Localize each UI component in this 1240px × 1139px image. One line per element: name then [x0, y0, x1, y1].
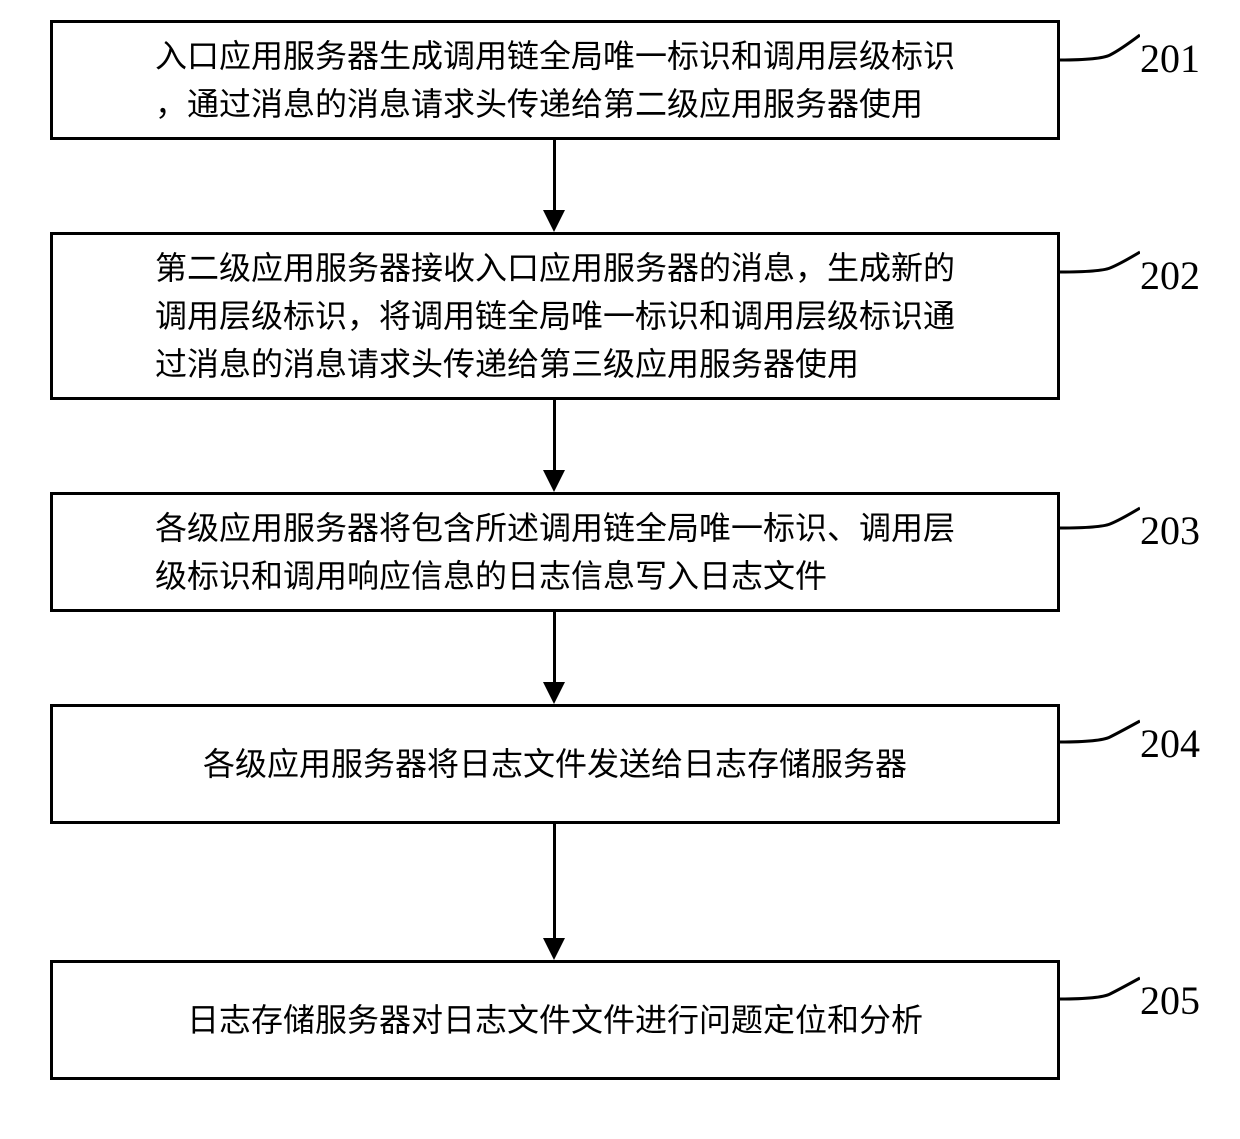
step-box-201: 入口应用服务器生成调用链全局唯一标识和调用层级标识 ，通过消息的消息请求头传递给… [50, 20, 1060, 140]
arrow-line-1 [553, 140, 556, 210]
step-text-201: 入口应用服务器生成调用链全局唯一标识和调用层级标识 ，通过消息的消息请求头传递给… [155, 32, 955, 128]
step-label-201: 201 [1140, 35, 1200, 82]
step-text-205: 日志存储服务器对日志文件文件进行问题定位和分析 [187, 996, 923, 1044]
arrow-head-1 [543, 210, 565, 232]
step-box-203: 各级应用服务器将包含所述调用链全局唯一标识、调用层 级标识和调用响应信息的日志信… [50, 492, 1060, 612]
arrow-head-3 [543, 682, 565, 704]
step-label-204: 204 [1140, 720, 1200, 767]
connector-203 [1060, 498, 1140, 548]
arrow-line-2 [553, 400, 556, 470]
flowchart-canvas: 入口应用服务器生成调用链全局唯一标识和调用层级标识 ，通过消息的消息请求头传递给… [0, 0, 1240, 1139]
connector-205 [1060, 966, 1140, 1021]
arrow-line-3 [553, 612, 556, 682]
step-text-202: 第二级应用服务器接收入口应用服务器的消息，生成新的 调用层级标识，将调用链全局唯… [155, 244, 955, 388]
step-label-205: 205 [1140, 977, 1200, 1024]
step-box-202: 第二级应用服务器接收入口应用服务器的消息，生成新的 调用层级标识，将调用链全局唯… [50, 232, 1060, 400]
step-label-203: 203 [1140, 507, 1200, 554]
step-box-205: 日志存储服务器对日志文件文件进行问题定位和分析 [50, 960, 1060, 1080]
arrow-head-4 [543, 938, 565, 960]
step-text-204: 各级应用服务器将日志文件发送给日志存储服务器 [203, 740, 907, 788]
step-label-202: 202 [1140, 252, 1200, 299]
step-box-204: 各级应用服务器将日志文件发送给日志存储服务器 [50, 704, 1060, 824]
connector-202 [1060, 240, 1140, 290]
arrow-line-4 [553, 824, 556, 938]
connector-201 [1060, 20, 1140, 80]
arrow-head-2 [543, 470, 565, 492]
step-text-203: 各级应用服务器将包含所述调用链全局唯一标识、调用层 级标识和调用响应信息的日志信… [155, 504, 955, 600]
connector-204 [1060, 708, 1140, 763]
